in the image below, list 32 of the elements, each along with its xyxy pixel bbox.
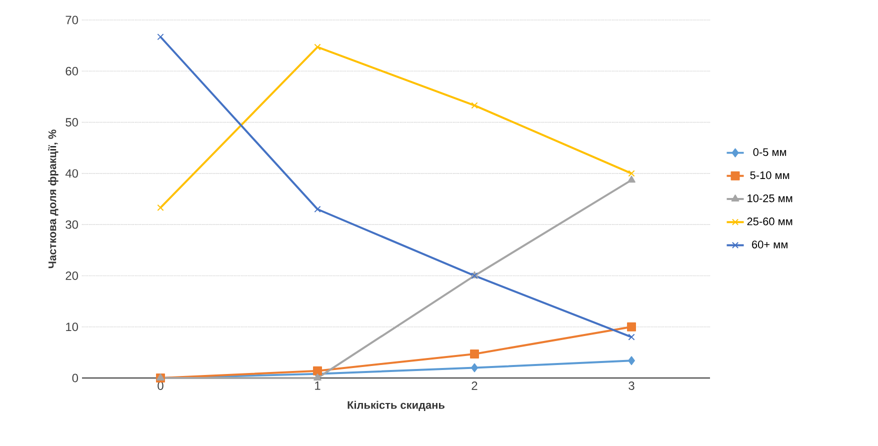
legend-label: 60+ мм [752, 240, 788, 248]
y-tick-label: 60 [66, 66, 78, 76]
legend-label: 5-10 мм [750, 171, 790, 180]
point [471, 363, 478, 372]
legend-label: 25-60 мм [747, 218, 792, 226]
point [628, 170, 635, 177]
x-tick-label: 1 [315, 382, 320, 390]
point [314, 374, 322, 380]
legend-label: 0-5 мм [753, 148, 786, 156]
point [157, 34, 164, 40]
point [470, 349, 479, 358]
point [157, 204, 164, 212]
y-tick-label: 50 [66, 118, 78, 127]
point [628, 334, 635, 340]
point [314, 44, 321, 50]
point [313, 366, 322, 376]
point [628, 356, 635, 366]
y-tick-label: 10 [66, 322, 78, 332]
point [627, 322, 636, 332]
x-tick-label: 2 [472, 382, 478, 390]
point [471, 102, 478, 109]
y-tick-label: 40 [65, 169, 78, 178]
x-tick-label: 3 [628, 382, 634, 390]
legend-label: 10-25 мм [748, 194, 792, 202]
y-axis-title: Часткова доля фракції, % [48, 130, 58, 268]
x-axis-title: Кількість скидань [348, 400, 444, 411]
point [628, 176, 636, 183]
point [314, 206, 321, 213]
y-tick-label: 30 [66, 220, 78, 229]
y-tick-label: 70 [66, 16, 78, 24]
y-tick-label: 0 [72, 374, 78, 382]
y-tick-label: 20 [66, 271, 78, 280]
